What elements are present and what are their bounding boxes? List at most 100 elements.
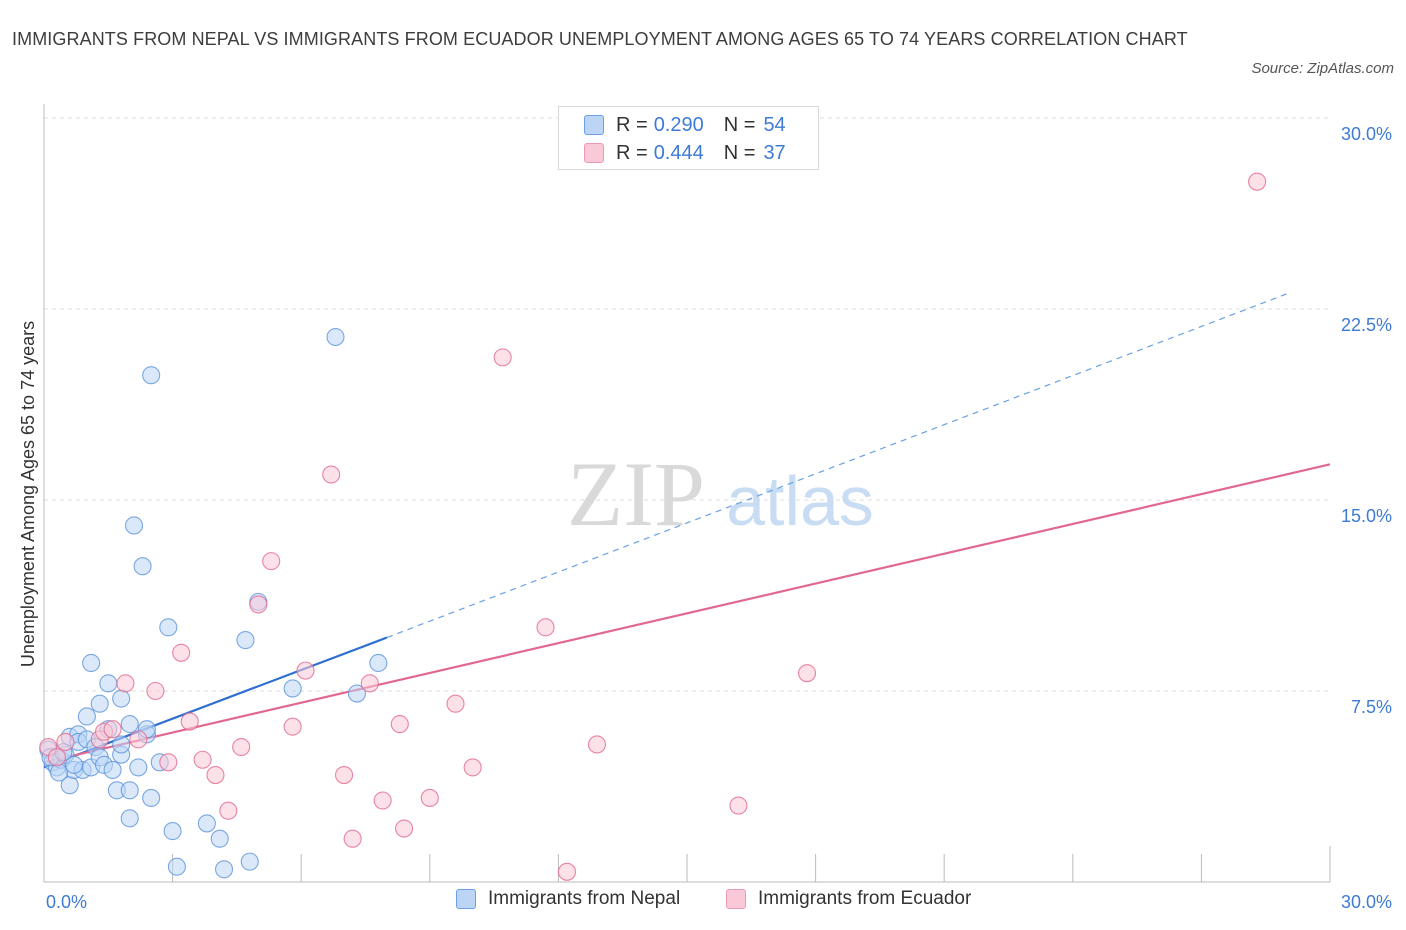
ecuador-point bbox=[390, 715, 409, 734]
ecuador-trend-line bbox=[43, 463, 1331, 764]
nepal-point bbox=[99, 674, 118, 693]
nepal-point bbox=[112, 735, 131, 754]
ecuador-point bbox=[180, 712, 199, 731]
legend-r-value: 0.444 bbox=[653, 141, 704, 164]
ecuador-point bbox=[420, 788, 439, 808]
series-legend-label: Immigrants from Nepal bbox=[488, 888, 681, 909]
ecuador-point bbox=[360, 674, 379, 693]
y-tick-label: 30.0% bbox=[1341, 124, 1392, 144]
nepal-point bbox=[77, 707, 96, 726]
ecuador-point bbox=[262, 552, 281, 571]
x-tick-label: 0.0% bbox=[46, 892, 87, 912]
ecuador-point bbox=[103, 720, 122, 739]
nepal-point bbox=[159, 618, 178, 637]
nepal-point bbox=[167, 857, 186, 876]
y-tick-label: 22.5% bbox=[1341, 315, 1392, 335]
legend-n-label: N = bbox=[723, 113, 756, 136]
ecuador-point bbox=[395, 819, 414, 838]
nepal-point bbox=[214, 860, 234, 879]
nepal-point bbox=[347, 684, 366, 703]
ecuador-point bbox=[1248, 172, 1267, 191]
ecuador-point bbox=[219, 801, 238, 820]
ecuador-point bbox=[557, 862, 577, 881]
ecuador-point bbox=[322, 465, 341, 484]
ecuador-point bbox=[463, 758, 482, 777]
series-legend-nepal: Immigrants from Nepal bbox=[456, 888, 680, 910]
nepal-point bbox=[120, 781, 139, 800]
watermark: ZIP atlas bbox=[567, 443, 874, 545]
nepal-trend-extension bbox=[386, 293, 1288, 639]
nepal-point bbox=[142, 788, 161, 808]
ecuador-point bbox=[206, 765, 225, 785]
series-legend-label: Immigrants from Ecuador bbox=[758, 888, 972, 909]
ecuador-point bbox=[797, 664, 817, 683]
ecuador-point bbox=[493, 348, 512, 367]
nepal-point bbox=[64, 755, 84, 774]
ecuador-point bbox=[146, 681, 165, 701]
nepal-point bbox=[163, 822, 182, 841]
nepal-point bbox=[90, 694, 109, 713]
y-tick-label: 15.0% bbox=[1341, 506, 1392, 526]
data-points bbox=[39, 172, 1267, 881]
ecuador-point bbox=[193, 750, 212, 769]
ecuador-point bbox=[335, 765, 354, 785]
nepal-point bbox=[129, 758, 148, 777]
y-tick-label: 7.5% bbox=[1351, 697, 1392, 717]
nepal-point bbox=[326, 327, 345, 347]
nepal-point bbox=[82, 653, 101, 673]
nepal-point bbox=[210, 829, 229, 848]
ecuador-point bbox=[172, 643, 191, 662]
ecuador-point bbox=[373, 791, 392, 810]
ecuador-point bbox=[283, 717, 302, 736]
nepal-point bbox=[103, 760, 122, 779]
nepal-point bbox=[283, 679, 302, 698]
legend-n-value: 54 bbox=[763, 113, 786, 136]
legend-r-label: R = bbox=[616, 141, 648, 164]
series-swatch-nepal bbox=[456, 889, 476, 909]
chart-title: IMMIGRANTS FROM NEPAL VS IMMIGRANTS FROM… bbox=[12, 29, 1188, 49]
correlation-legend: R = 0.290 N = 54 R = 0.444 N = 37 bbox=[558, 106, 819, 170]
legend-r-label: R = bbox=[616, 113, 648, 136]
x-tick-label: 30.0% bbox=[1341, 892, 1392, 912]
watermark-zip: ZIP bbox=[567, 443, 705, 545]
series-legend: Immigrants from Nepal Immigrants from Ec… bbox=[0, 888, 1406, 916]
watermark-atlas: atlas bbox=[726, 462, 874, 540]
ecuador-point bbox=[232, 737, 251, 757]
ecuador-point bbox=[343, 829, 362, 848]
series-swatch-ecuador bbox=[726, 889, 746, 909]
nepal-point bbox=[120, 715, 139, 734]
nepal-point bbox=[240, 852, 259, 871]
ecuador-point bbox=[116, 674, 135, 693]
legend-n-label: N = bbox=[723, 141, 756, 164]
ecuador-point bbox=[249, 595, 268, 614]
nepal-point bbox=[112, 689, 131, 708]
ecuador-point bbox=[587, 735, 607, 754]
ecuador-point bbox=[47, 748, 66, 767]
ecuador-point bbox=[129, 730, 148, 749]
legend-r-value: 0.290 bbox=[653, 113, 704, 136]
legend-swatch-ecuador bbox=[584, 143, 604, 163]
tick-labels: 7.5% 15.0% 22.5% 30.0% 0.0% 30.0% bbox=[46, 124, 1392, 912]
nepal-point bbox=[124, 516, 144, 535]
legend-n-value: 37 bbox=[763, 141, 786, 164]
nepal-point bbox=[197, 814, 216, 833]
nepal-point bbox=[142, 366, 161, 385]
nepal-point bbox=[133, 557, 152, 576]
ecuador-point bbox=[729, 796, 748, 815]
legend-row-nepal: R = 0.290 N = 54 bbox=[584, 113, 786, 137]
ecuador-point bbox=[536, 618, 555, 637]
ecuador-point bbox=[159, 753, 178, 772]
nepal-point bbox=[236, 631, 255, 650]
grid-lines bbox=[44, 117, 1330, 692]
nepal-point bbox=[120, 809, 139, 828]
nepal-point bbox=[369, 653, 388, 673]
ecuador-point bbox=[446, 694, 465, 713]
y-axis-label: Unemployment Among Ages 65 to 74 years bbox=[18, 321, 38, 667]
legend-swatch-nepal bbox=[584, 115, 604, 135]
ecuador-point bbox=[296, 661, 315, 680]
source-label: Source: ZipAtlas.com bbox=[1251, 60, 1394, 77]
series-legend-ecuador: Immigrants from Ecuador bbox=[726, 888, 971, 910]
legend-row-ecuador: R = 0.444 N = 37 bbox=[584, 141, 786, 165]
ecuador-point bbox=[56, 732, 75, 751]
